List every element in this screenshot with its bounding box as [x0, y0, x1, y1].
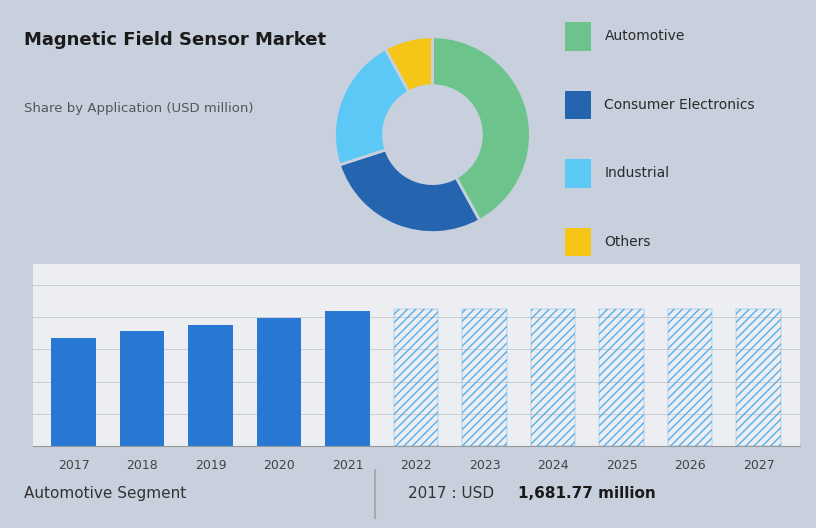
Wedge shape — [385, 37, 432, 92]
FancyBboxPatch shape — [565, 22, 592, 51]
Bar — [326, 311, 370, 446]
Bar — [257, 318, 301, 446]
Bar — [51, 337, 96, 446]
Text: Others: Others — [605, 235, 651, 249]
Bar — [188, 325, 233, 446]
Bar — [600, 308, 644, 446]
Bar — [394, 308, 438, 446]
Text: Automotive: Automotive — [605, 30, 685, 43]
Bar — [531, 308, 575, 446]
FancyBboxPatch shape — [565, 228, 592, 256]
FancyBboxPatch shape — [565, 159, 592, 187]
Bar — [736, 308, 781, 446]
Wedge shape — [432, 37, 530, 221]
Text: Share by Application (USD million): Share by Application (USD million) — [24, 102, 254, 116]
Text: 1,681.77 million: 1,681.77 million — [518, 486, 656, 501]
Text: Automotive Segment: Automotive Segment — [24, 486, 187, 501]
Text: Industrial: Industrial — [605, 166, 670, 181]
Text: 2017 : USD: 2017 : USD — [408, 486, 499, 501]
Wedge shape — [339, 150, 480, 232]
Bar — [463, 308, 507, 446]
FancyBboxPatch shape — [565, 91, 592, 119]
Text: Magnetic Field Sensor Market: Magnetic Field Sensor Market — [24, 31, 326, 49]
Wedge shape — [335, 49, 409, 165]
Text: Consumer Electronics: Consumer Electronics — [605, 98, 755, 112]
Bar — [667, 308, 712, 446]
Bar — [120, 331, 165, 446]
